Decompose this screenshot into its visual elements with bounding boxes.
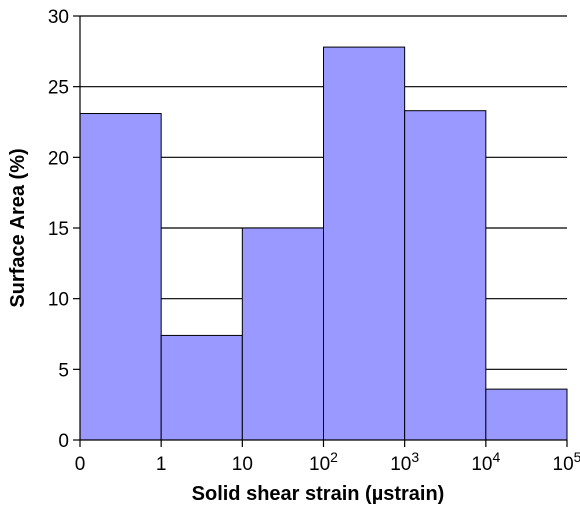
y-tick-label: 10 <box>48 290 69 311</box>
x-tick-label: 103 <box>390 449 419 475</box>
x-tick-label: 105 <box>553 449 580 475</box>
y-tick-label: 5 <box>58 360 69 381</box>
y-axis-title: Surface Area (%) <box>7 148 29 307</box>
bars <box>79 46 568 441</box>
x-tick-label: 1 <box>156 454 167 475</box>
bar-1 <box>79 113 162 441</box>
y-tick-label: 20 <box>48 148 69 169</box>
x-tick-label: 104 <box>471 449 500 475</box>
y-tick-label: 30 <box>48 7 69 28</box>
x-axis-title: Solid shear strain (µstrain) <box>192 483 445 505</box>
y-tick-label: 15 <box>48 219 69 240</box>
x-tick-label: 102 <box>309 449 338 475</box>
bar-4 <box>323 46 406 441</box>
y-ticks: 0 5 10 15 20 25 30 <box>48 7 80 452</box>
x-tick-label: 10 <box>232 454 253 475</box>
bar-5 <box>404 110 487 441</box>
bar-2 <box>160 334 243 441</box>
x-ticks: 0 1 10 102 103 104 105 <box>75 440 580 475</box>
y-tick-label: 0 <box>58 431 69 452</box>
x-tick-label: 0 <box>75 454 86 475</box>
bar-6 <box>485 388 568 441</box>
bar-3 <box>241 227 324 441</box>
y-tick-label: 25 <box>48 78 69 99</box>
